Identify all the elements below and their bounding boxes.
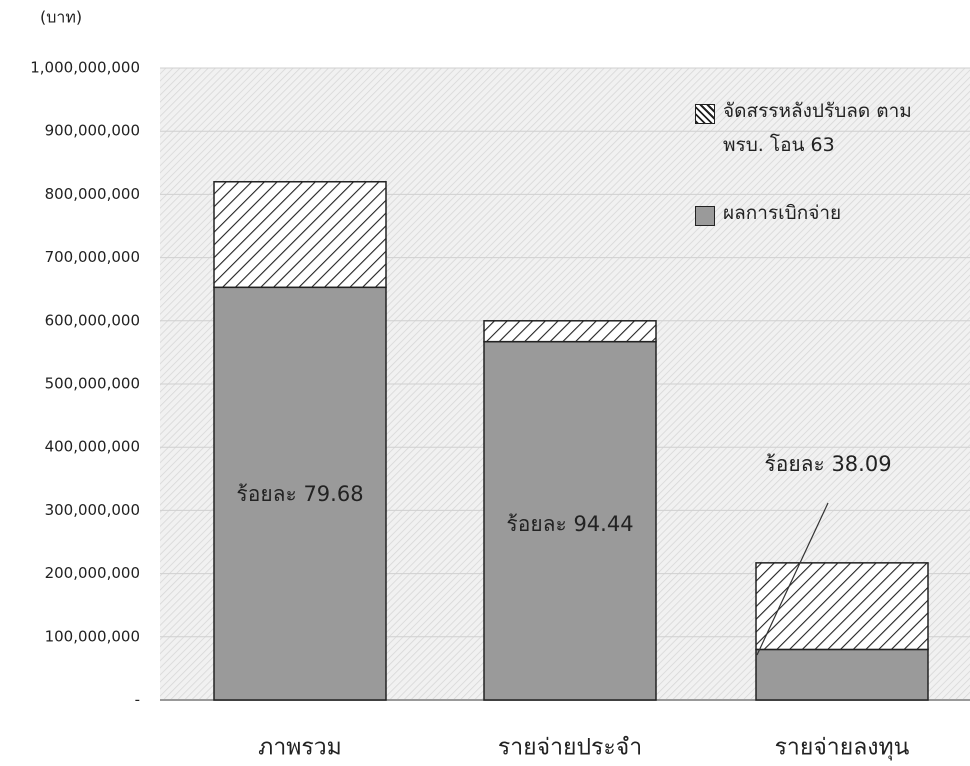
bar-segment xyxy=(483,340,657,701)
y-tick-label: 700,000,000 xyxy=(45,248,140,266)
annotation: ร้อยละ 94.44 xyxy=(506,512,633,536)
legend-label: ผลการเบิกจ่าย xyxy=(723,202,842,224)
y-tick-label: 600,000,000 xyxy=(45,311,140,329)
y-tick-label: - xyxy=(135,691,140,709)
x-tick-label: ภาพรวม xyxy=(258,735,342,761)
y-tick-label: 300,000,000 xyxy=(45,501,140,519)
bar-segment xyxy=(755,562,929,651)
leader-line xyxy=(756,502,829,656)
y-tick-label: 1,000,000,000 xyxy=(30,59,140,77)
x-tick-label: รายจ่ายประจำ xyxy=(498,735,642,761)
y-tick-label: 900,000,000 xyxy=(45,122,140,140)
legend: จัดสรรหลังปรับลด ตาม พรบ. โอน 63 ผลการเบิ… xyxy=(695,100,935,270)
legend-swatch xyxy=(695,104,715,124)
legend-swatch xyxy=(695,206,715,226)
y-tick-label: 500,000,000 xyxy=(45,375,140,393)
y-tick-label: 800,000,000 xyxy=(45,185,140,203)
y-axis-label: (บาท) xyxy=(40,8,82,27)
legend-label: จัดสรรหลังปรับลด ตาม พรบ. โอน 63 xyxy=(723,100,912,156)
bar-segment xyxy=(483,320,657,343)
bar-segment xyxy=(213,286,387,701)
legend-entry: ผลการเบิกจ่าย xyxy=(695,202,935,230)
bar-segment xyxy=(755,648,929,701)
y-tick-label: 100,000,000 xyxy=(45,627,140,645)
y-tick-label: 200,000,000 xyxy=(45,564,140,582)
y-tick-label: 400,000,000 xyxy=(45,438,140,456)
bar-segment xyxy=(213,181,387,289)
annotation: ร้อยละ 38.09 xyxy=(764,452,891,476)
x-tick-label: รายจ่ายลงทุน xyxy=(775,735,910,761)
annotation: ร้อยละ 79.68 xyxy=(236,482,363,506)
legend-entry: จัดสรรหลังปรับลด ตาม พรบ. โอน 63 xyxy=(695,100,935,162)
